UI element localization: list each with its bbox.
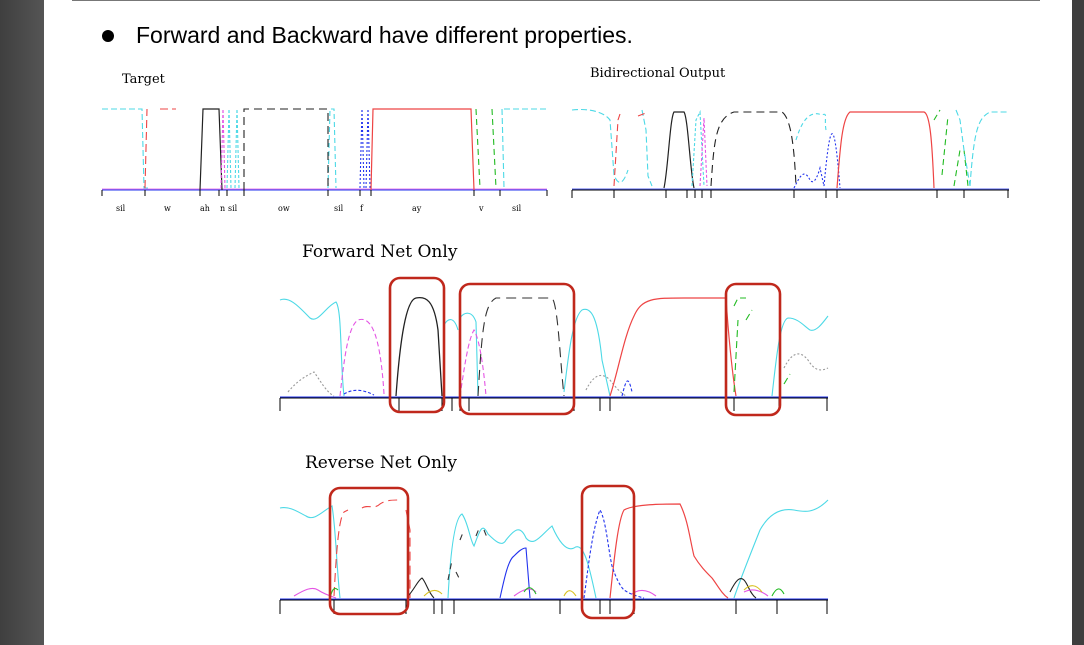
bidi-cyan-mid <box>795 113 827 141</box>
forward-plot <box>279 276 829 417</box>
target-cyan-mid <box>327 108 337 189</box>
left-gutter <box>0 0 44 645</box>
target-red-ay <box>370 108 475 191</box>
reverse-green <box>329 587 785 599</box>
bidi-black-ah <box>663 111 695 189</box>
top-rule <box>72 0 1040 1</box>
forward-highlight-ow <box>458 282 576 416</box>
phone-label: sil <box>512 204 522 213</box>
phone-label: n <box>220 204 226 213</box>
phone-label: sil <box>116 204 126 213</box>
bidi-black-ow <box>710 111 797 187</box>
bidi-red-w <box>613 112 647 187</box>
bidi-blue-f <box>793 133 841 189</box>
bidirectional-title: Bidirectional Output <box>590 66 726 81</box>
phone-label: sil <box>334 204 344 213</box>
phone-label: sil <box>228 204 238 213</box>
forward-cyan-start <box>279 298 479 397</box>
forward-highlight-boxes <box>388 276 782 417</box>
bidi-magenta-n <box>699 117 708 187</box>
phone-label: ay <box>412 204 422 213</box>
bidirectional-plot <box>571 108 1009 198</box>
target-title: Target <box>122 72 165 87</box>
forward-gray-dotted <box>287 353 829 397</box>
forward-cyan-mid <box>563 308 829 397</box>
reverse-plot <box>279 484 829 620</box>
bidi-cyan-start <box>571 108 653 187</box>
target-cyan-sil2 <box>501 108 547 189</box>
forward-black-ah <box>395 296 443 397</box>
target-green-v <box>475 108 497 189</box>
forward-green-v <box>733 297 791 393</box>
phone-label: ah <box>200 204 210 213</box>
reverse-red-ay <box>609 503 729 599</box>
bullet-text: Forward and Backward have different prop… <box>136 22 633 48</box>
target-magenta-n <box>220 108 226 189</box>
reverse-highlight-boxes <box>328 484 636 620</box>
phone-label: ow <box>278 204 290 213</box>
target-cyan-sil1 <box>102 108 149 190</box>
bidi-green-v <box>933 109 969 187</box>
forward-title: Forward Net Only <box>302 242 458 262</box>
forward-highlight-ah <box>388 276 446 414</box>
reverse-highlight-sil <box>328 486 410 616</box>
target-ticks <box>101 190 548 196</box>
forward-highlight-v <box>724 282 782 417</box>
reverse-ticks <box>279 600 828 614</box>
target-black-ah <box>199 108 223 191</box>
reverse-title: Reverse Net Only <box>305 453 457 473</box>
target-black-ow <box>243 108 329 190</box>
reverse-blue-solid <box>499 547 531 599</box>
target-red-w <box>144 108 176 189</box>
bullet-dot <box>102 30 114 42</box>
forward-red-ay <box>609 297 737 397</box>
bidi-ticks <box>571 190 1009 198</box>
phone-label: w <box>164 204 171 213</box>
phone-label: f <box>360 204 363 213</box>
right-gutter <box>1072 0 1084 645</box>
target-plot <box>101 108 548 196</box>
phone-label: v <box>479 204 484 213</box>
target-cyan-n <box>226 108 240 189</box>
reverse-magenta <box>293 587 769 599</box>
reverse-black-ow <box>447 525 489 581</box>
forward-black-ow <box>477 297 565 397</box>
forward-blue-small <box>343 380 633 397</box>
reverse-blue-dotted <box>583 508 645 599</box>
bidi-red-ay <box>836 111 935 189</box>
plots <box>101 108 1009 620</box>
target-blue-f <box>359 108 371 189</box>
forward-ticks <box>279 398 828 411</box>
phone-labels: sil w ah n sil ow sil f ay v sil <box>44 204 1072 218</box>
reverse-red-dashed <box>333 499 411 598</box>
forward-magenta <box>339 318 487 397</box>
reverse-highlight-f <box>580 484 636 620</box>
bidi-cyan-end <box>955 109 1008 187</box>
slide: Forward and Backward have different prop… <box>44 0 1072 645</box>
reverse-yellow <box>423 585 763 597</box>
